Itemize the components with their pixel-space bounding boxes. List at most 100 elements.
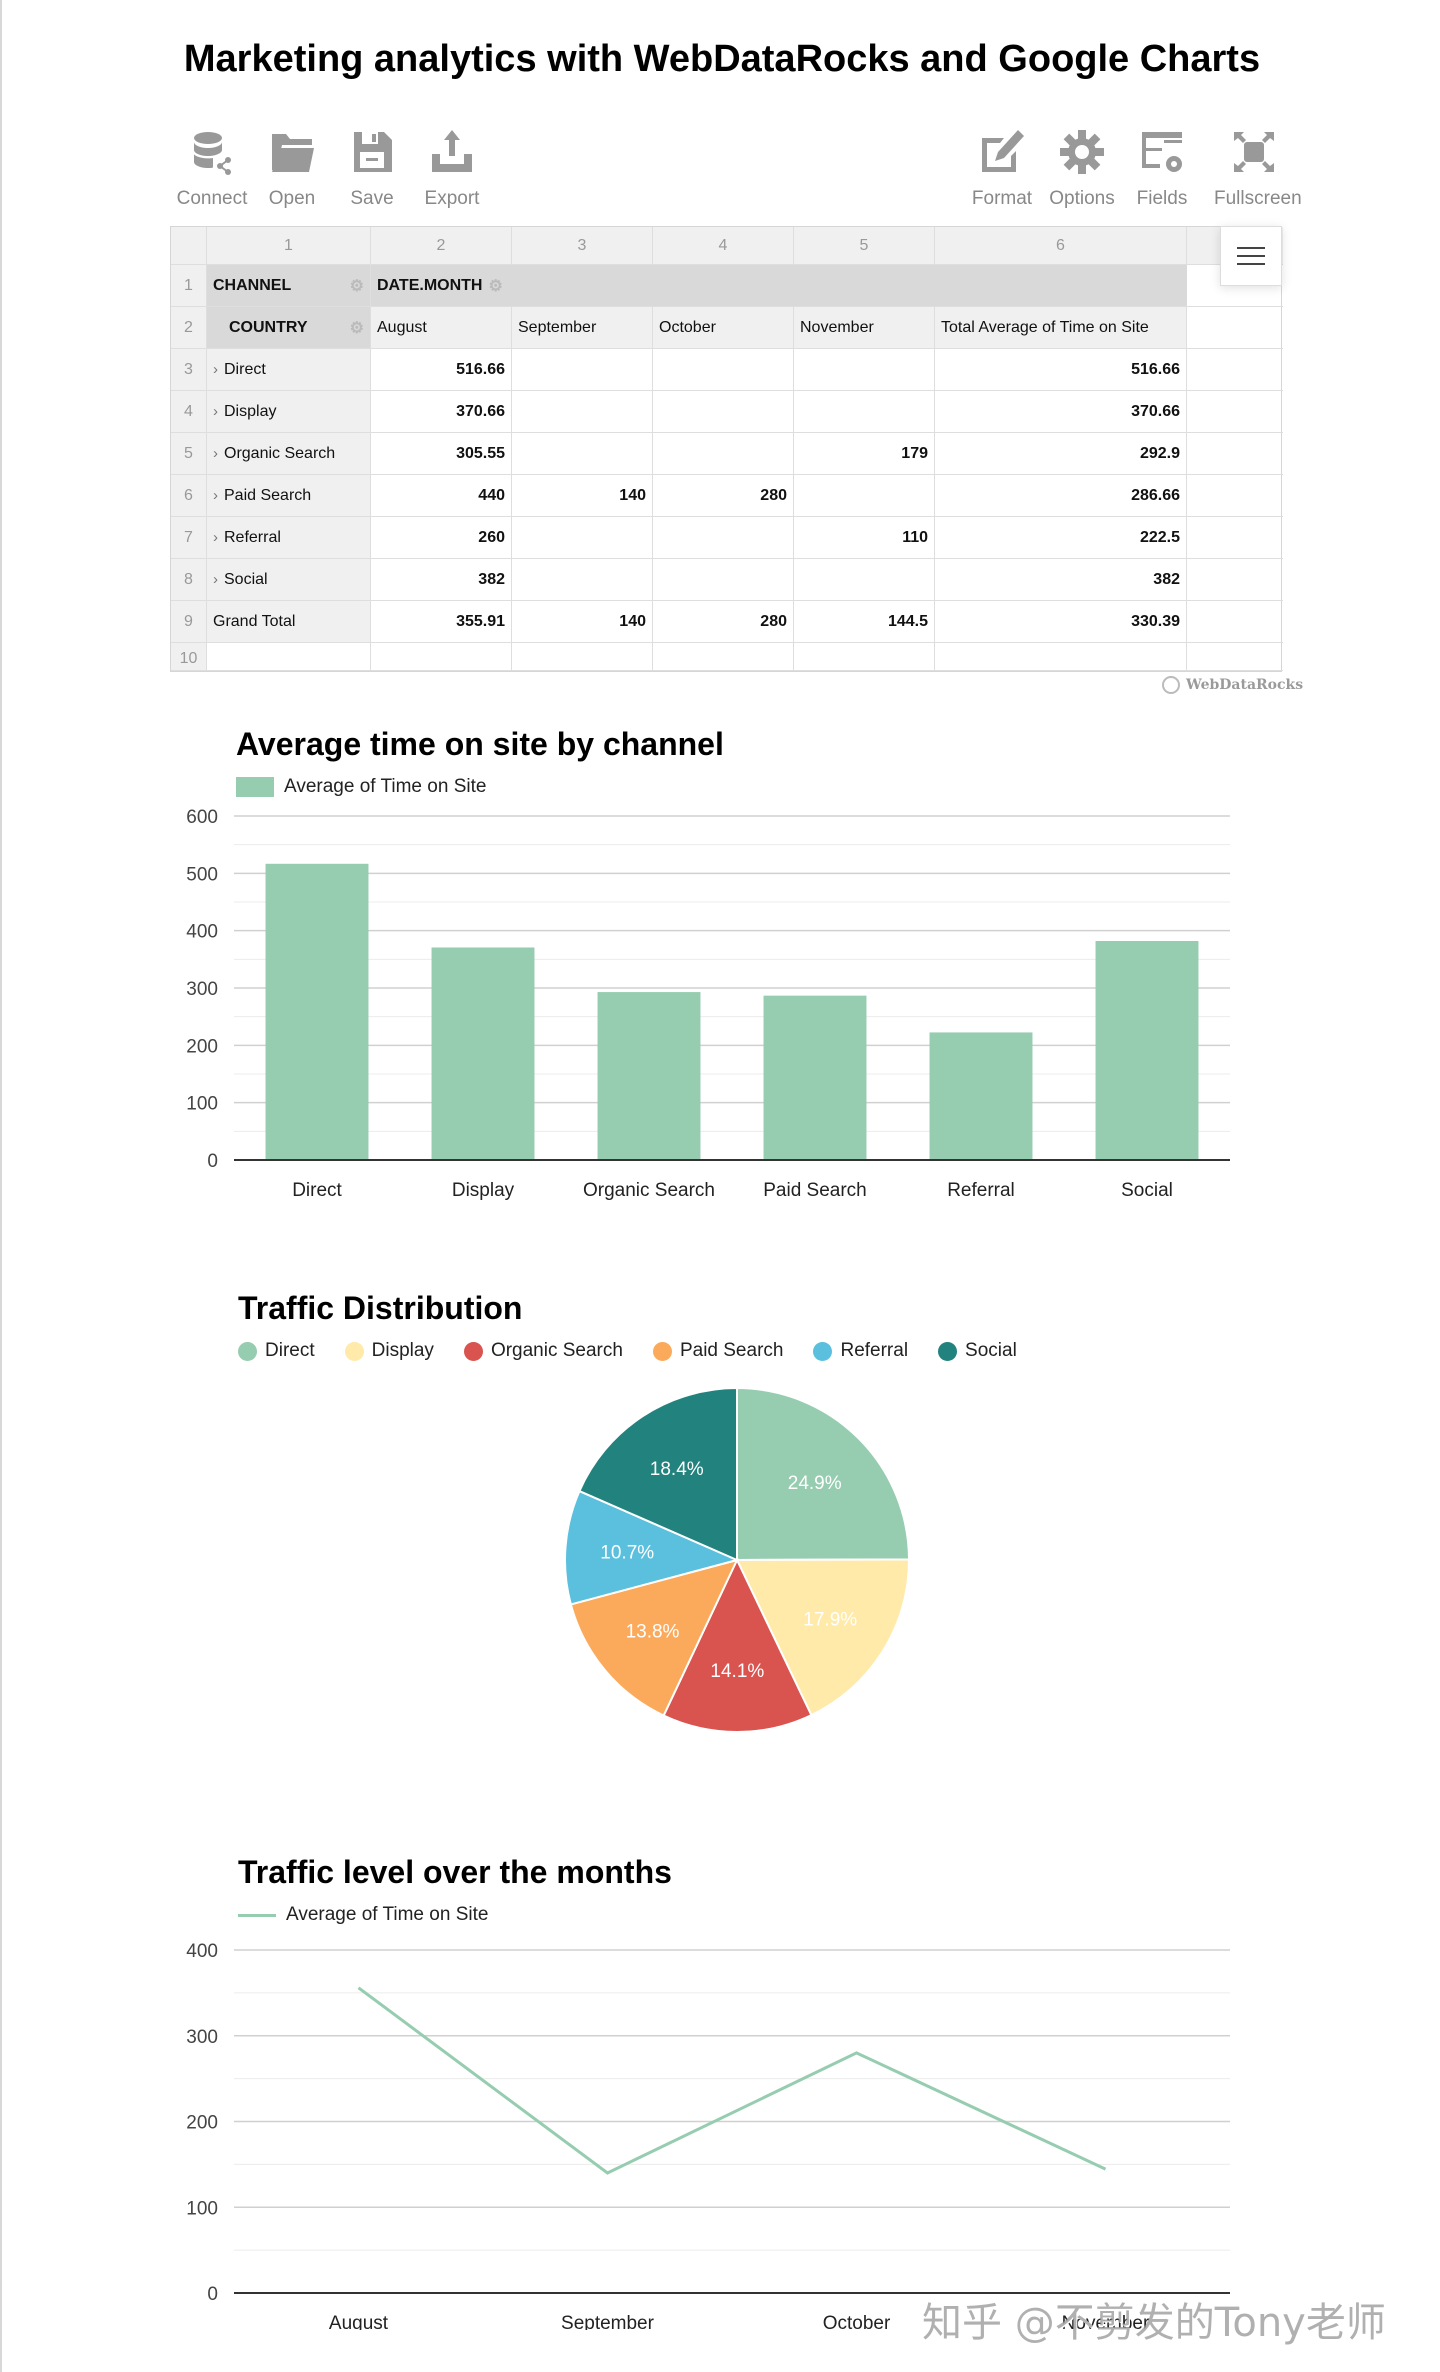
save-button[interactable]: Save	[332, 128, 412, 210]
svg-text:18.4%: 18.4%	[650, 1459, 704, 1480]
svg-text:Direct: Direct	[292, 1180, 342, 1201]
column-header-month[interactable]: November	[794, 307, 935, 349]
svg-text:13.8%: 13.8%	[626, 1622, 680, 1643]
value-cell[interactable]: 179	[794, 433, 935, 475]
chevron-right-icon[interactable]: ›	[213, 487, 218, 504]
pie-legend-item[interactable]: Display	[344, 1340, 434, 1362]
row-header-grand-total[interactable]: Grand Total	[207, 601, 371, 643]
column-header-total[interactable]: Total Average of Time on Site	[935, 307, 1187, 349]
row-field-country[interactable]: COUNTRY ⚙	[207, 307, 371, 349]
legend-dot	[238, 1341, 257, 1361]
value-cell[interactable]: 382	[935, 559, 1187, 601]
fullscreen-button[interactable]: Fullscreen	[1214, 128, 1302, 210]
format-button[interactable]: Format	[962, 128, 1042, 210]
value-cell[interactable]: 330.39	[935, 601, 1187, 643]
pie-legend-item[interactable]: Direct	[238, 1340, 315, 1362]
pie-legend-item[interactable]: Social	[938, 1340, 1017, 1362]
row-header-channel[interactable]: › Social	[207, 559, 371, 601]
value-cell[interactable]: 280	[653, 601, 794, 643]
bar[interactable]	[597, 992, 701, 1160]
row-header-channel[interactable]: › Paid Search	[207, 475, 371, 517]
empty-cell	[1187, 601, 1283, 643]
svg-text:600: 600	[186, 807, 218, 828]
value-cell[interactable]	[512, 391, 653, 433]
bar[interactable]	[763, 995, 867, 1160]
pie-slice[interactable]	[569, 1558, 739, 1717]
pie-slice[interactable]	[578, 1386, 738, 1562]
pie-legend-item[interactable]: Referral	[813, 1340, 908, 1362]
line-series[interactable]	[357, 1986, 1107, 2175]
column-header-month[interactable]: September	[512, 307, 653, 349]
value-cell[interactable]: 370.66	[935, 391, 1187, 433]
grid-menu-button[interactable]	[1220, 226, 1282, 286]
column-field-date-month[interactable]: DATE.MONTH ⚙	[371, 265, 1187, 307]
value-cell[interactable]: 286.66	[935, 475, 1187, 517]
value-cell[interactable]: 292.9	[935, 433, 1187, 475]
pie-slice[interactable]	[564, 1489, 741, 1606]
row-field-channel[interactable]: CHANNEL ⚙	[207, 265, 371, 307]
value-cell[interactable]: 516.66	[371, 349, 512, 391]
bar[interactable]	[1095, 940, 1199, 1160]
row-header-channel[interactable]: › Organic Search	[207, 433, 371, 475]
gear-icon[interactable]: ⚙	[349, 277, 364, 295]
value-cell[interactable]: 144.5	[794, 601, 935, 643]
row-header-channel[interactable]: › Direct	[207, 349, 371, 391]
row-number: 8	[171, 559, 207, 601]
value-cell[interactable]: 305.55	[371, 433, 512, 475]
bar[interactable]	[929, 1032, 1033, 1160]
row-header-channel[interactable]: › Referral	[207, 517, 371, 559]
value-cell[interactable]	[512, 349, 653, 391]
value-cell[interactable]	[794, 559, 935, 601]
open-button[interactable]: Open	[252, 128, 332, 210]
chevron-right-icon[interactable]: ›	[213, 445, 218, 462]
fields-button[interactable]: Fields	[1122, 128, 1202, 210]
column-header-month[interactable]: October	[653, 307, 794, 349]
value-cell[interactable]	[794, 349, 935, 391]
chevron-right-icon[interactable]: ›	[213, 571, 218, 588]
pie-legend-item[interactable]: Paid Search	[652, 1340, 783, 1362]
row-field-label: CHANNEL	[213, 276, 292, 294]
value-cell[interactable]	[512, 517, 653, 559]
gear-icon[interactable]: ⚙	[349, 319, 364, 337]
pie-slice[interactable]	[735, 1558, 910, 1717]
value-cell[interactable]	[512, 559, 653, 601]
export-button[interactable]: Export	[412, 128, 492, 210]
value-cell[interactable]	[794, 475, 935, 517]
row-header-channel[interactable]: › Display	[207, 391, 371, 433]
pivot-grid[interactable]: 1 2 3 4 5 6 1 CHANNEL ⚙ DATE.MONTH ⚙ 2 COU…	[170, 226, 1283, 672]
value-cell[interactable]	[653, 559, 794, 601]
value-cell[interactable]: 382	[371, 559, 512, 601]
svg-text:Organic Search: Organic Search	[583, 1180, 715, 1201]
pie-slice[interactable]	[662, 1557, 813, 1733]
value-cell[interactable]	[653, 349, 794, 391]
row-number: 5	[171, 433, 207, 475]
chevron-right-icon[interactable]: ›	[213, 403, 218, 420]
pie-legend-item[interactable]: Organic Search	[463, 1340, 623, 1362]
value-cell[interactable]: 280	[653, 475, 794, 517]
chevron-right-icon[interactable]: ›	[213, 361, 218, 378]
bar[interactable]	[265, 863, 369, 1160]
column-header-month[interactable]: August	[371, 307, 512, 349]
value-cell[interactable]: 370.66	[371, 391, 512, 433]
value-cell[interactable]	[794, 391, 935, 433]
webdatarocks-icon	[1162, 676, 1180, 694]
bar[interactable]	[431, 947, 535, 1160]
value-cell[interactable]: 516.66	[935, 349, 1187, 391]
options-button[interactable]: Options	[1042, 128, 1122, 210]
chevron-right-icon[interactable]: ›	[213, 529, 218, 546]
pie-slice[interactable]	[736, 1386, 911, 1562]
value-cell[interactable]	[653, 517, 794, 559]
value-cell[interactable]	[512, 433, 653, 475]
gear-icon[interactable]: ⚙	[488, 277, 503, 295]
value-cell[interactable]: 140	[512, 601, 653, 643]
value-cell[interactable]: 355.91	[371, 601, 512, 643]
value-cell[interactable]: 222.5	[935, 517, 1187, 559]
value-cell[interactable]: 140	[512, 475, 653, 517]
value-cell[interactable]: 260	[371, 517, 512, 559]
connect-button[interactable]: Connect	[172, 128, 252, 210]
value-cell[interactable]: 110	[794, 517, 935, 559]
value-cell[interactable]: 440	[371, 475, 512, 517]
line-chart: 0 100 200 300 400 August September October Novem…	[186, 1941, 1230, 2330]
value-cell[interactable]	[653, 391, 794, 433]
value-cell[interactable]	[653, 433, 794, 475]
